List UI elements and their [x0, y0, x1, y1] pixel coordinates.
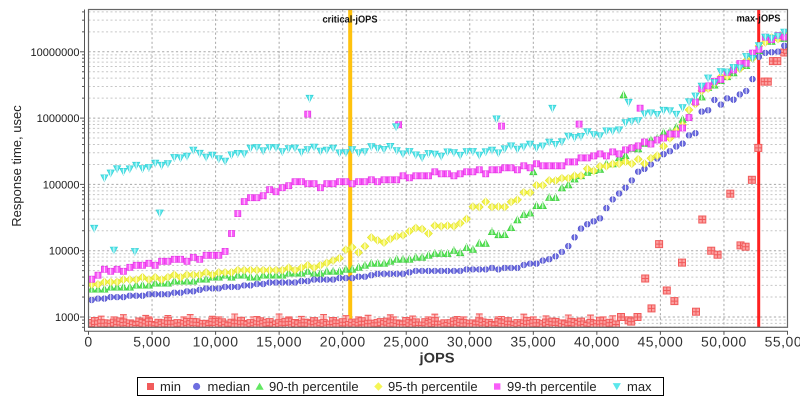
- svg-text:5,000: 5,000: [133, 334, 171, 350]
- svg-text:jOPS: jOPS: [418, 350, 454, 366]
- svg-text:15,000: 15,000: [256, 334, 302, 350]
- svg-text:20,000: 20,000: [320, 334, 366, 350]
- svg-text:median: median: [208, 379, 251, 394]
- svg-text:0: 0: [84, 334, 92, 350]
- svg-text:10000000: 10000000: [31, 47, 80, 59]
- svg-text:25,000: 25,000: [383, 334, 429, 350]
- svg-text:55,000: 55,000: [765, 334, 800, 350]
- svg-text:40,000: 40,000: [574, 334, 620, 350]
- svg-text:min: min: [160, 379, 181, 394]
- svg-text:max-jOPS: max-jOPS: [737, 14, 781, 25]
- svg-text:critical-jOPS: critical-jOPS: [323, 15, 378, 26]
- svg-text:30,000: 30,000: [447, 334, 493, 350]
- svg-text:1000000: 1000000: [37, 113, 80, 125]
- svg-text:1000: 1000: [55, 312, 79, 324]
- svg-text:100000: 100000: [43, 179, 80, 191]
- svg-text:95-th percentile: 95-th percentile: [388, 379, 478, 394]
- svg-text:10,000: 10,000: [193, 334, 239, 350]
- svg-text:35,000: 35,000: [510, 334, 556, 350]
- svg-text:45,000: 45,000: [637, 334, 683, 350]
- svg-text:90-th percentile: 90-th percentile: [269, 379, 359, 394]
- svg-text:50,000: 50,000: [701, 334, 747, 350]
- svg-text:10000: 10000: [49, 246, 80, 258]
- svg-text:99-th percentile: 99-th percentile: [507, 379, 597, 394]
- svg-text:Response time, usec: Response time, usec: [9, 105, 24, 227]
- svg-text:max: max: [627, 379, 652, 394]
